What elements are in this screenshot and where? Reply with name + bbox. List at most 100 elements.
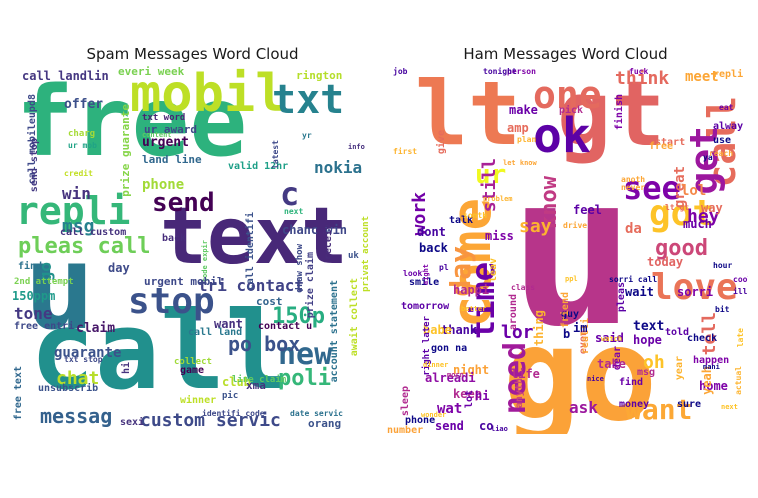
ham-word-anyth: anyth — [514, 378, 525, 409]
ham-word-meet: meet — [685, 69, 719, 85]
ham-word-thing: thing — [532, 310, 546, 347]
ham-word-keep: keep — [453, 387, 482, 401]
ham-word-drive: drive — [563, 221, 588, 230]
spam-word-latest: latest — [271, 140, 280, 169]
ham-word-sorri: sorri — [677, 285, 714, 299]
ham-word-leav: leav — [488, 258, 499, 283]
spam-word-uk: uk — [348, 251, 359, 261]
spam-word-date-servic: date servic — [290, 409, 343, 418]
ham-word-number: number — [387, 425, 424, 435]
ham-word-dont: dont — [417, 225, 446, 239]
ham-word-talk: talk — [449, 215, 474, 226]
spam-word-custom-servic: custom servic — [140, 410, 281, 431]
ham-word-amp: amp — [507, 121, 529, 135]
ham-word-lol: lol — [681, 183, 707, 199]
ham-word-tomorrow: tomorrow — [401, 301, 450, 312]
ham-word-late: late — [736, 328, 745, 348]
ham-word-pick: pick — [559, 105, 584, 116]
ham-word-phone: phone — [405, 415, 436, 426]
spam-word-await-collect: await collect — [349, 278, 360, 357]
spam-word-ur-award: ur award — [144, 123, 197, 136]
ham-word-guy: guy — [561, 309, 580, 320]
ham-word-see: see — [623, 169, 681, 207]
ham-word-around: around — [508, 294, 519, 331]
spam-word-claim: claim — [76, 321, 116, 336]
ham-word-sure: sure — [677, 399, 702, 410]
ham-word-cool: cool — [733, 275, 748, 284]
ham-word-ya: ya — [703, 153, 713, 162]
ham-word-send: send — [435, 419, 464, 433]
spam-word-urgent: urgent — [142, 135, 189, 150]
ham-word-find: find — [619, 377, 644, 388]
ham-word-dinner: dinner — [423, 361, 449, 369]
ham-word-wat: wat — [437, 401, 463, 417]
spam-word-xma: xma — [246, 379, 266, 392]
ham-word-good: good — [655, 236, 708, 261]
ham-word-sleep: sleep — [400, 386, 411, 417]
ham-word-feel: feel — [573, 203, 602, 217]
ham-word-babe: babe — [423, 323, 452, 337]
spam-word-send: send — [152, 188, 215, 218]
spam-word-call-identifi: call identifi — [245, 212, 256, 291]
spam-word-stop: stop — [128, 281, 215, 322]
ham-word-happen: happen — [693, 355, 730, 366]
spam-word-credit: credit — [64, 169, 93, 178]
ham-word-free: free — [649, 141, 674, 152]
ham-word-somth: somth — [463, 211, 488, 220]
ham-word-say: say — [519, 216, 552, 237]
ham-word-job: job — [393, 67, 408, 76]
spam-word-content: content — [142, 131, 172, 139]
ham-word-aight: aight — [422, 264, 430, 286]
ham-word-hey: hey — [687, 206, 720, 227]
spam-word-u: u — [24, 218, 96, 356]
ham-word-year: year — [674, 356, 685, 381]
spam-word-contact-u: contact u — [258, 321, 313, 332]
spam-word-line-claim: line claim — [232, 375, 287, 385]
spam-word-everi-week: everi week — [118, 66, 185, 78]
ham-word-look: look — [403, 269, 423, 278]
ham-word-miss: miss — [485, 229, 514, 243]
spam-word-txt-word: txt word — [142, 113, 186, 123]
ham-word-alreadi: alreadi — [425, 371, 476, 385]
spam-word-phone: phone — [142, 177, 185, 193]
spam-word-tri-contact: tri contact — [198, 276, 304, 295]
ham-word-sorri-call: sorri call — [609, 275, 658, 284]
spam-word-mobil: mobil — [130, 66, 287, 124]
spam-word-win: win — [62, 184, 91, 203]
spam-word-ur-mob: ur mob — [68, 141, 97, 150]
spam-word-pic: pic — [222, 391, 239, 401]
ham-word-thank: thank — [441, 323, 478, 337]
ham-word-morn: morn — [447, 371, 464, 379]
spam-word-call-land: call land — [188, 327, 243, 338]
spam-word-c: c — [280, 175, 300, 213]
ham-word-nice: nice — [587, 375, 604, 383]
ham-word-told: told — [665, 327, 690, 338]
spam-word-send-stop: send stop — [29, 138, 40, 193]
ham-word-wonder: wonder — [421, 411, 447, 419]
spam-word-charg: charg — [68, 129, 96, 139]
ham-word-bit: bit — [715, 305, 730, 314]
ham-word-one: one — [533, 73, 602, 117]
spam-word-call: call — [30, 289, 291, 414]
spam-word-new: new — [278, 337, 333, 372]
spam-word-msg: msg — [62, 216, 95, 237]
spam-word-cost: cost — [256, 295, 283, 308]
ham-word-ok: ok — [533, 108, 591, 164]
ham-word-tonight: tonight — [483, 67, 517, 76]
ham-word-text: text — [633, 319, 665, 334]
ham-word-actual: actual — [734, 366, 743, 395]
spam-word-land-line: land line — [142, 153, 202, 166]
spam-word-call-landlin: call landlin — [22, 69, 109, 83]
ham-word-take: take — [597, 357, 626, 371]
ham-word-pl: pl — [439, 263, 449, 272]
ham-word-night: night — [453, 363, 490, 377]
ham-word-go: go — [503, 301, 658, 435]
ham-word-want: want — [625, 393, 693, 426]
ham-word-happi: happi — [453, 283, 490, 297]
spam-word-club: club — [222, 375, 251, 389]
ham-word-lt: lt — [415, 66, 521, 165]
spam-word-info: info — [348, 143, 365, 151]
spam-word-150p: 150p — [272, 304, 325, 329]
ham-word-life: life — [511, 367, 540, 381]
spam-word-find: find — [18, 261, 43, 272]
